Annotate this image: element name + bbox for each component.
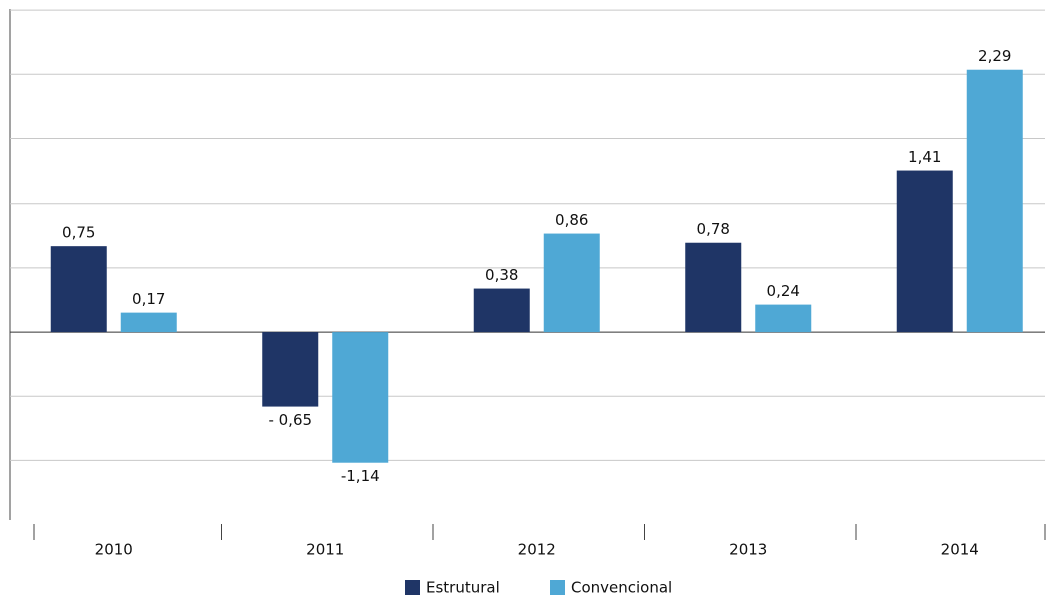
bar xyxy=(332,332,389,463)
legend-swatch xyxy=(550,580,565,595)
legend-swatch xyxy=(405,580,420,595)
value-label: 0,75 xyxy=(62,224,95,242)
value-label: 0,78 xyxy=(697,220,730,238)
bar xyxy=(685,242,742,333)
bar xyxy=(50,246,107,333)
x-tick-label: 2011 xyxy=(306,541,344,559)
value-label: 0,86 xyxy=(555,211,588,229)
bar xyxy=(120,312,177,333)
legend-label: Estrutural xyxy=(426,579,500,596)
value-label: 0,24 xyxy=(767,282,800,300)
x-tick-label: 2010 xyxy=(95,541,133,559)
value-label: 2,29 xyxy=(978,47,1011,65)
x-tick-label: 2012 xyxy=(518,541,556,559)
value-label: -1,14 xyxy=(341,467,380,485)
value-label: 0,38 xyxy=(485,266,518,284)
x-tick-label: 2014 xyxy=(941,541,979,559)
bar xyxy=(543,233,600,333)
bar xyxy=(473,288,530,333)
legend-label: Convencional xyxy=(571,579,672,596)
value-label: 0,17 xyxy=(132,290,165,308)
value-label: - 0,65 xyxy=(268,411,312,429)
bar xyxy=(966,69,1023,333)
value-label: 1,41 xyxy=(908,148,941,166)
bar xyxy=(896,170,953,333)
x-tick-label: 2013 xyxy=(729,541,767,559)
bar xyxy=(755,304,812,333)
bar xyxy=(262,332,319,407)
